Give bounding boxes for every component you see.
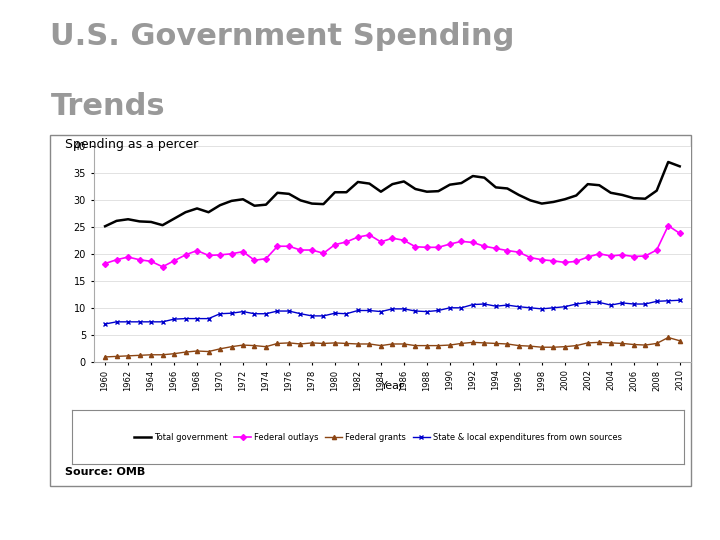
Text: Year: Year (381, 381, 404, 391)
Text: Source: OMB: Source: OMB (65, 467, 145, 477)
Legend: Total government, Federal outlays, Federal grants, State & local expenditures fr: Total government, Federal outlays, Feder… (130, 429, 626, 445)
Text: Trends: Trends (50, 92, 165, 121)
Text: U.S. Government Spending: U.S. Government Spending (50, 22, 515, 51)
Text: Spending as a percer: Spending as a percer (65, 138, 198, 151)
